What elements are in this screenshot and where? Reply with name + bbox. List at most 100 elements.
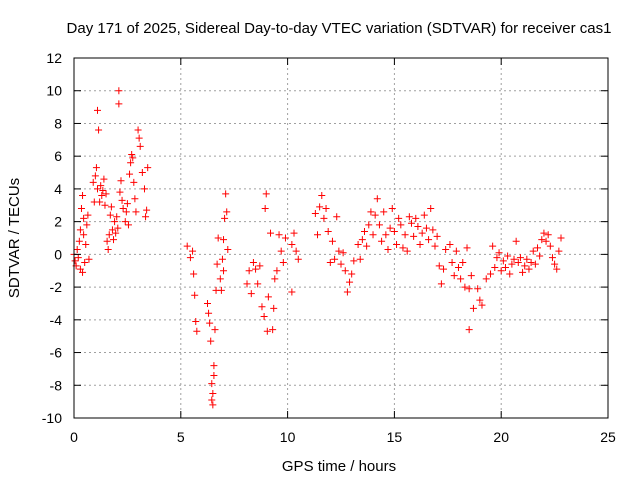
data-point	[525, 265, 533, 273]
data-point	[448, 259, 456, 267]
data-point	[395, 214, 403, 222]
data-point	[217, 286, 225, 294]
data-point	[79, 191, 87, 199]
y-tick-label: 0	[54, 246, 62, 262]
data-point	[320, 214, 328, 222]
data-point	[270, 304, 278, 312]
data-point	[267, 229, 275, 237]
data-point	[208, 380, 216, 388]
data-point	[204, 299, 211, 307]
data-point	[371, 211, 379, 219]
data-points	[70, 87, 565, 409]
data-point	[316, 203, 324, 211]
data-point	[388, 205, 396, 213]
data-point	[292, 247, 300, 255]
data-point	[114, 224, 122, 232]
data-point	[143, 206, 151, 214]
data-point	[83, 221, 91, 229]
data-point	[190, 270, 198, 278]
data-point	[433, 232, 441, 240]
data-point	[85, 255, 93, 263]
data-point	[399, 244, 407, 252]
data-point	[208, 396, 216, 404]
data-point	[420, 211, 428, 219]
data-point	[414, 223, 422, 231]
data-point	[469, 304, 477, 312]
data-point	[93, 106, 101, 114]
data-point	[538, 236, 546, 244]
data-point	[380, 208, 388, 216]
data-point	[106, 211, 114, 219]
data-point	[328, 237, 336, 245]
data-point	[108, 226, 116, 234]
y-tick-label: 6	[54, 148, 62, 164]
data-point	[553, 265, 561, 273]
axis-ticks: 0 5 10 15 20 25 -10 -8 -6 -4 -2 0 2 4 6 8 10 12	[42, 50, 616, 445]
data-point	[465, 326, 473, 334]
data-point	[401, 231, 409, 239]
data-point	[80, 214, 88, 222]
data-point	[393, 241, 401, 249]
data-point	[504, 252, 512, 260]
data-point	[465, 285, 473, 293]
data-point	[497, 267, 505, 275]
data-point	[218, 255, 226, 263]
data-point	[314, 231, 322, 239]
data-point	[144, 164, 152, 172]
data-point	[288, 241, 296, 249]
data-point	[130, 178, 138, 186]
data-point	[551, 260, 559, 268]
data-point	[262, 190, 270, 198]
data-point	[412, 214, 420, 222]
y-tick-label: 12	[46, 50, 62, 66]
data-point	[405, 213, 413, 221]
data-point	[367, 208, 375, 216]
data-point	[403, 247, 411, 255]
data-point	[463, 244, 471, 252]
data-point	[73, 245, 81, 253]
data-point	[71, 257, 79, 265]
data-point	[117, 177, 125, 185]
data-point	[216, 275, 224, 283]
data-point	[542, 237, 550, 245]
data-point	[410, 232, 418, 240]
data-point	[326, 259, 334, 267]
data-point	[186, 254, 194, 262]
data-point	[93, 185, 101, 193]
data-point	[131, 195, 139, 203]
data-point	[252, 265, 260, 273]
data-point	[121, 218, 129, 226]
data-point	[341, 267, 349, 275]
data-point	[97, 182, 105, 190]
data-point	[506, 270, 514, 278]
data-point	[346, 278, 354, 286]
data-point	[101, 201, 109, 209]
x-tick-label: 0	[70, 429, 78, 445]
data-point	[531, 260, 539, 268]
data-point	[454, 263, 462, 271]
data-point	[339, 249, 347, 257]
data-point	[544, 231, 552, 239]
data-point	[435, 262, 443, 270]
data-point	[343, 288, 351, 296]
x-tick-label: 5	[177, 429, 185, 445]
data-point	[254, 280, 262, 288]
data-point	[348, 270, 356, 278]
data-point	[209, 389, 217, 397]
data-point	[474, 285, 482, 293]
data-point	[140, 185, 148, 193]
data-point	[557, 234, 565, 242]
data-point	[92, 164, 100, 172]
data-point	[258, 303, 266, 311]
data-point	[491, 263, 499, 271]
data-point	[294, 255, 302, 263]
x-axis-label: GPS time / hours	[282, 458, 396, 475]
data-point	[495, 249, 503, 257]
y-tick-label: 2	[54, 214, 62, 230]
data-point	[373, 195, 381, 203]
data-point	[79, 268, 87, 276]
data-point	[135, 134, 143, 142]
data-point	[81, 259, 89, 267]
y-tick-label: -4	[50, 312, 63, 328]
